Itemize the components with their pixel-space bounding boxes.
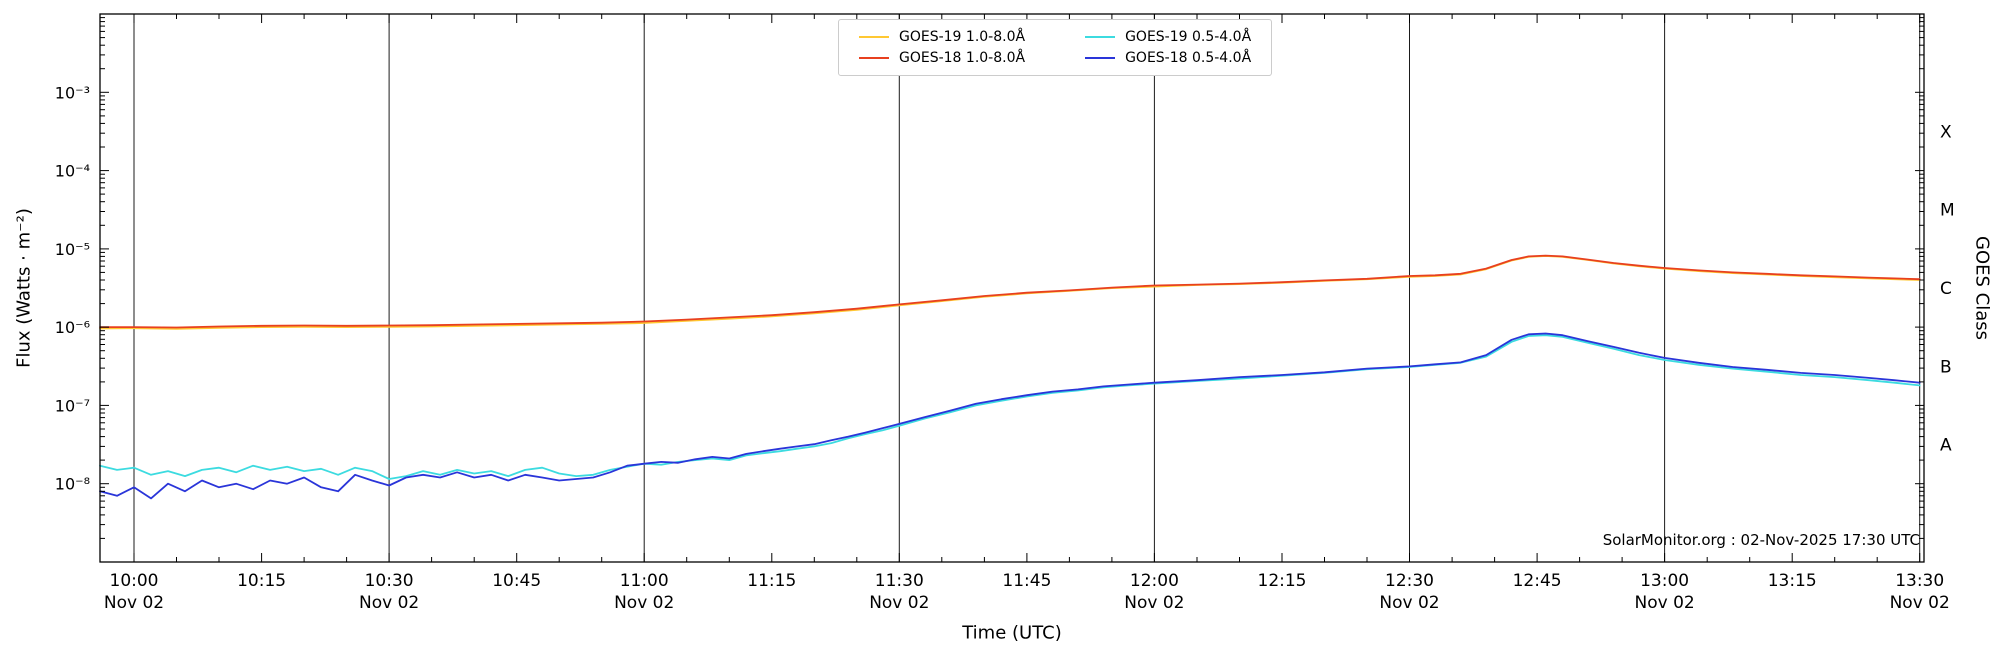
plot-border xyxy=(99,13,1925,563)
x-tick-label: 12:45 xyxy=(1513,571,1562,591)
x-tick-label: 13:30 xyxy=(1895,571,1944,591)
x-tick-date-label: Nov 02 xyxy=(1634,593,1694,613)
legend-item-goes-18-0-5-4-0: GOES-18 0.5-4.0Å xyxy=(1085,50,1251,66)
x-tick-date-label: Nov 02 xyxy=(1124,593,1184,613)
goes-class-label-b: B xyxy=(1940,357,1952,377)
right-axis-label: GOES Class xyxy=(1971,236,1993,340)
y-tick-label: 10⁻⁵ xyxy=(55,240,90,259)
x-tick-label: 12:00 xyxy=(1130,571,1179,591)
series-lines xyxy=(99,254,1921,500)
x-axis-label: Time (UTC) xyxy=(962,622,1062,644)
legend-label: GOES-19 1.0-8.0Å xyxy=(899,29,1026,45)
goes-class-label-x: X xyxy=(1940,122,1952,142)
legend-line-sample xyxy=(1085,57,1116,59)
y-tick-label: 10⁻⁸ xyxy=(55,475,90,494)
y-tick-label: 10⁻⁷ xyxy=(55,396,90,415)
legend-line-sample xyxy=(1085,36,1116,38)
x-tick-label: 11:45 xyxy=(1002,571,1051,591)
goes-class-label-a: A xyxy=(1940,436,1952,456)
x-tick-date-label: Nov 02 xyxy=(614,593,674,613)
gridlines xyxy=(133,14,1921,562)
x-tick-label: 12:30 xyxy=(1385,571,1434,591)
y-tick-label: 10⁻⁶ xyxy=(55,318,90,337)
x-tick-date-label: Nov 02 xyxy=(1379,593,1439,613)
legend: GOES-19 1.0-8.0Å GOES-18 1.0-8.0Å GOES-19 … xyxy=(838,19,1273,76)
y-tick-label: 10⁻³ xyxy=(55,83,90,102)
legend-line-sample xyxy=(859,36,889,38)
goes-class-label-m: M xyxy=(1940,201,1955,221)
x-tick-label: 11:00 xyxy=(620,571,669,591)
legend-item-goes-18-1-0-8-0: GOES-18 1.0-8.0Å xyxy=(859,50,1025,66)
x-tick-label: 10:30 xyxy=(365,571,414,591)
x-tick-label: 13:15 xyxy=(1768,571,1817,591)
legend-label: GOES-18 1.0-8.0Å xyxy=(899,50,1026,66)
x-tick-label: 10:45 xyxy=(492,571,541,591)
y-tick-labels: 10⁻³ 10⁻⁴ 10⁻⁵ 10⁻⁶ 10⁻⁷ 10⁻⁸ xyxy=(55,83,90,493)
x-tick-label: 10:15 xyxy=(237,571,286,591)
y-ticks xyxy=(100,13,1924,563)
x-tick-label: 12:15 xyxy=(1258,571,1307,591)
legend-item-goes-19-0-5-4-0: GOES-19 0.5-4.0Å xyxy=(1085,29,1251,45)
legend-label: GOES-18 0.5-4.0Å xyxy=(1125,50,1252,66)
legend-item-goes-19-1-0-8-0: GOES-19 1.0-8.0Å xyxy=(859,29,1025,45)
series-line-goes-18-1-0-8-0 xyxy=(99,254,1921,329)
x-tick-label: 11:15 xyxy=(747,571,796,591)
series-line-goes-18-0-5-4-0 xyxy=(99,332,1921,500)
legend-label: GOES-19 0.5-4.0Å xyxy=(1125,29,1252,45)
series-line-goes-19-0-5-4-0 xyxy=(99,334,1921,480)
x-tick-date-label: Nov 02 xyxy=(869,593,929,613)
watermark: SolarMonitor.org : 02-Nov-2025 17:30 UTC xyxy=(1602,531,1920,549)
goes-class-label-c: C xyxy=(1940,279,1952,299)
x-tick-date-label: Nov 02 xyxy=(1890,593,1950,613)
goes-class-labels: X M C B A xyxy=(1940,122,1955,455)
x-tick-date-label: Nov 02 xyxy=(104,593,164,613)
y-axis-label: Flux (Watts · m⁻²) xyxy=(13,208,35,368)
x-tick-date-label: Nov 02 xyxy=(359,593,419,613)
legend-line-sample xyxy=(859,57,889,59)
x-tick-label: 10:00 xyxy=(110,571,159,591)
x-tick-label: 11:30 xyxy=(875,571,924,591)
y-tick-label: 10⁻⁴ xyxy=(55,162,90,181)
x-tick-label: 13:00 xyxy=(1640,571,1689,591)
